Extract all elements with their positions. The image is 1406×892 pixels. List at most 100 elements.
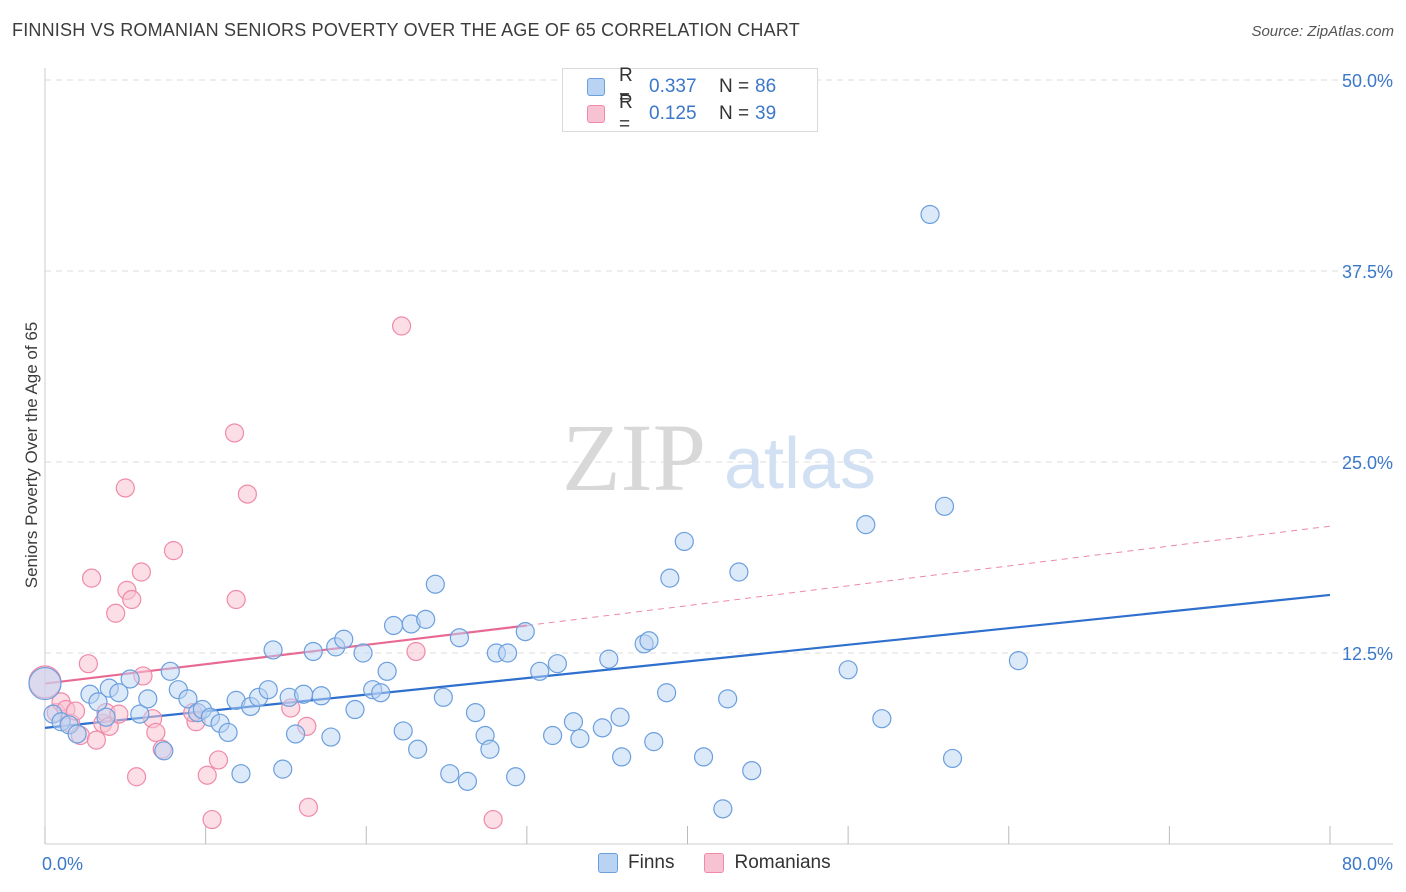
watermark-atlas: atlas [724, 424, 876, 504]
finns-point [920, 204, 940, 225]
finns-point [231, 764, 251, 784]
series-legend: Finns Romanians [598, 852, 861, 874]
finns-point [530, 661, 550, 681]
romanians-swatch [587, 105, 605, 123]
romanians-point [483, 809, 503, 830]
finns-point [674, 531, 694, 552]
finns-point [612, 747, 632, 767]
finns-legend-label: Finns [628, 852, 675, 873]
finns-point [334, 629, 354, 649]
finns-n-label: N = [719, 76, 750, 97]
finns-point [729, 562, 749, 582]
finns-point [713, 799, 733, 819]
finns-point [263, 640, 283, 660]
finns-point [563, 712, 584, 732]
finns-point [449, 628, 470, 648]
finns-r-value: 0.337 [649, 76, 697, 97]
finns-point [109, 683, 129, 703]
finns-point [416, 609, 436, 629]
chart-title: FINNISH VS ROMANIAN SENIORS POVERTY OVER… [12, 20, 800, 40]
finns-point [67, 724, 87, 744]
finns-point [660, 568, 680, 588]
x-tick-label: 80.0% [1342, 854, 1393, 874]
legend-item-romanians[interactable]: Romanians [704, 852, 831, 874]
romanians-point [406, 641, 426, 662]
legend-row-romanians: R = 0.125 N = 39 [587, 92, 777, 135]
y-tick-label: 37.5% [1342, 262, 1393, 282]
finns-point [570, 728, 590, 749]
finns-points [28, 204, 1028, 819]
x-tick-label: 0.0% [42, 854, 83, 874]
romanians-point [81, 568, 102, 588]
romanians-point [202, 809, 222, 830]
romanians-point [208, 750, 229, 770]
romanians-point [86, 730, 107, 750]
finns-point [542, 725, 563, 746]
finns-point [465, 702, 486, 723]
finns-point [88, 692, 108, 712]
finns-point [506, 767, 526, 787]
y-tick-label: 12.5% [1342, 644, 1393, 664]
romanians-trend-extension [526, 525, 1331, 626]
romanians-point [298, 797, 319, 817]
romanians-legend-label: Romanians [734, 852, 831, 873]
tick-labels: 12.5% 25.0% 37.5% 50.0% 0.0% 80.0% [42, 71, 1393, 874]
finns-point [138, 689, 158, 709]
finns-point [1008, 651, 1028, 671]
romanians-point [237, 484, 257, 504]
finns-point [547, 654, 567, 674]
finns-point [872, 709, 892, 729]
romanians-n-label: N = [719, 103, 750, 124]
finns-point [120, 669, 140, 689]
legend-row-finns: R = 0.337 N = 86 [587, 65, 776, 108]
finns-point [856, 515, 876, 535]
finns-point [433, 687, 453, 707]
romanians-point [131, 562, 151, 582]
finns-point [592, 718, 612, 738]
watermark-zip: ZIP [562, 404, 706, 511]
finns-point [160, 661, 180, 681]
finns-point [718, 689, 738, 709]
romanians-point [122, 589, 142, 610]
finns-point [285, 724, 306, 744]
y-tick-label: 50.0% [1342, 71, 1393, 91]
romanians-points [28, 316, 503, 830]
finns-point [178, 689, 198, 709]
finns-point [377, 661, 397, 681]
finns-point [657, 683, 677, 703]
finns-point [639, 631, 659, 651]
finns-point [408, 739, 428, 759]
romanians-r-label: R = [619, 92, 633, 135]
legend-item-finns[interactable]: Finns [598, 852, 674, 874]
finns-point [693, 747, 714, 767]
finns-point [440, 764, 460, 784]
finns-point [644, 732, 664, 752]
romanians-n-value: 39 [755, 103, 777, 124]
finns-point [96, 707, 116, 727]
finns-point [294, 684, 314, 704]
finns-point [258, 680, 278, 700]
finns-point [321, 727, 341, 747]
finns-point [273, 759, 293, 779]
finns-point [383, 615, 404, 636]
axes [44, 68, 1393, 845]
y-tick-label: 25.0% [1342, 453, 1393, 473]
finns-point [480, 739, 500, 759]
finns-point [28, 666, 62, 701]
finns-point [218, 722, 238, 743]
romanians-point [106, 603, 126, 623]
finns-point [425, 574, 445, 594]
finns-point [457, 771, 478, 791]
finns-point [353, 643, 373, 663]
romanians-point [391, 316, 412, 336]
finns-r-label: R = [619, 65, 633, 108]
romanians-point [224, 423, 245, 443]
romanians-point [78, 654, 98, 674]
romanians-point [197, 765, 217, 785]
romanians-point [115, 478, 135, 498]
finns-point [599, 649, 619, 669]
finns-point [371, 683, 391, 703]
finns-point [610, 707, 630, 727]
romanians-point [146, 722, 166, 743]
